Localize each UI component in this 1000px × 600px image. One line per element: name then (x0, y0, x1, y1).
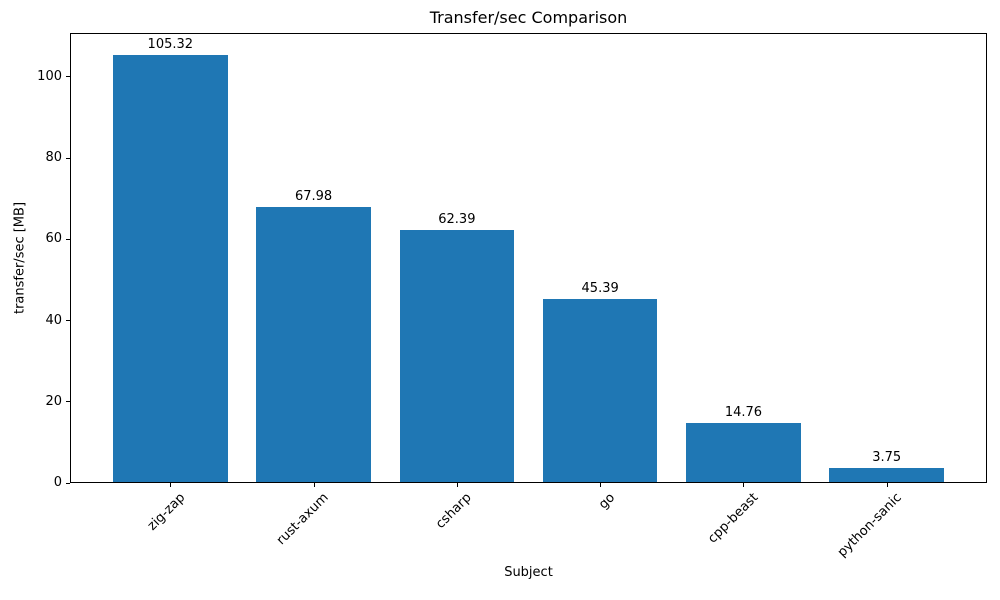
x-tick-mark (456, 483, 458, 487)
bar-cpp-beast (686, 423, 801, 482)
bar-value-label: 105.32 (147, 37, 194, 53)
y-tick-label: 60 (45, 231, 62, 247)
x-tick-mark (313, 483, 315, 487)
bar-python-sanic (829, 467, 945, 482)
x-tick-mark (886, 483, 888, 487)
x-tick-mark (743, 483, 745, 487)
y-tick-mark (66, 157, 70, 159)
bar-value-label: 3.75 (872, 449, 902, 465)
x-tick-label-cpp-beast: cpp-beast (705, 490, 762, 547)
x-tick-label-go: go (595, 490, 619, 513)
bar-value-label: 67.98 (294, 188, 333, 204)
y-tick-label: 0 (53, 475, 62, 490)
y-axis-label: transfer/sec [MB] (12, 201, 28, 315)
bar-go (542, 298, 658, 482)
y-tick-mark (66, 482, 70, 484)
y-tick-mark (66, 238, 70, 240)
y-tick-label: 40 (45, 312, 62, 328)
bar-value-label: 45.39 (581, 280, 619, 296)
bar-zig-zap (112, 55, 228, 482)
y-tick-mark (66, 320, 70, 322)
x-tick-label-rust-axum: rust-axum (273, 490, 332, 549)
bar-csharp (399, 229, 515, 482)
y-tick-label: 80 (45, 150, 62, 166)
y-tick-label: 20 (45, 393, 62, 409)
y-tick-mark (66, 76, 70, 78)
x-tick-label-csharp: csharp (433, 490, 475, 532)
chart-title: Transfer/sec Comparison (429, 8, 628, 27)
x-tick-label-zig-zap: zig-zap (144, 490, 189, 534)
x-tick-label-python-sanic: python-sanic (834, 490, 905, 561)
bar-value-label: 14.76 (724, 405, 763, 421)
y-tick-mark (66, 401, 70, 403)
x-axis-label: Subject (504, 565, 553, 580)
x-tick-mark (170, 483, 172, 487)
x-tick-mark (600, 483, 602, 487)
bar-value-label: 62.39 (438, 211, 476, 227)
y-tick-label: 100 (37, 68, 62, 84)
bar-rust-axum (256, 206, 371, 482)
